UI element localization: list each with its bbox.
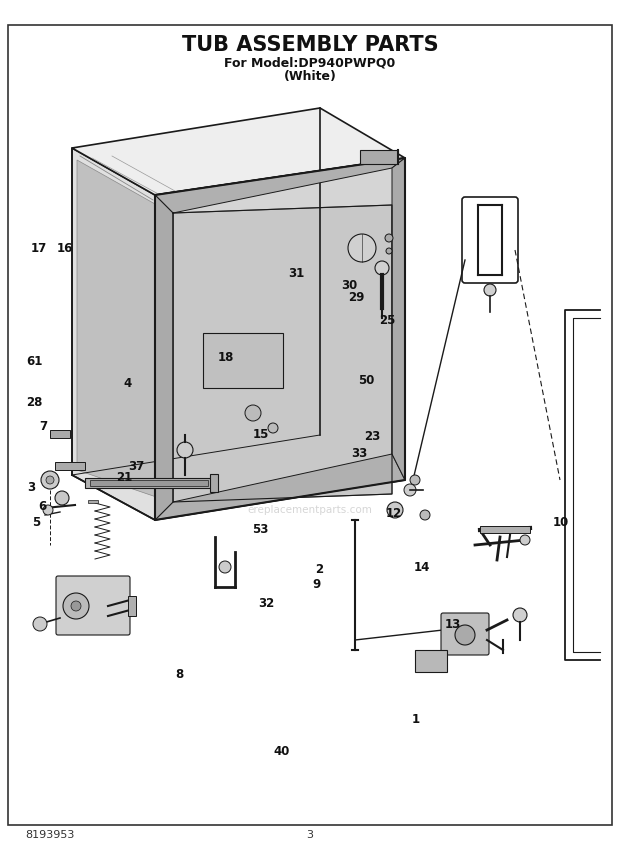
- Text: 40: 40: [274, 745, 290, 758]
- Bar: [203, 333, 283, 388]
- Circle shape: [268, 423, 278, 433]
- Text: 32: 32: [259, 597, 275, 610]
- Text: 4: 4: [123, 377, 131, 390]
- Text: 13: 13: [445, 618, 461, 632]
- Text: 9: 9: [312, 578, 321, 591]
- Polygon shape: [155, 158, 405, 520]
- Bar: [210, 474, 218, 492]
- Text: 15: 15: [252, 428, 268, 442]
- Polygon shape: [72, 148, 155, 520]
- Text: 37: 37: [128, 460, 144, 473]
- Text: 21: 21: [116, 471, 132, 484]
- Bar: [128, 596, 136, 616]
- Circle shape: [387, 502, 403, 518]
- Text: 6: 6: [38, 500, 46, 514]
- Text: 23: 23: [364, 430, 380, 443]
- Circle shape: [404, 484, 416, 496]
- Circle shape: [43, 505, 53, 515]
- Text: 16: 16: [57, 241, 73, 255]
- Polygon shape: [155, 158, 405, 213]
- Text: 50: 50: [358, 374, 374, 388]
- Bar: [88, 500, 98, 503]
- Circle shape: [33, 617, 47, 631]
- Circle shape: [219, 561, 231, 573]
- Circle shape: [63, 593, 89, 619]
- Text: 31: 31: [288, 267, 304, 281]
- Text: 3: 3: [306, 830, 314, 840]
- Text: 2: 2: [315, 562, 324, 576]
- Text: 25: 25: [379, 314, 396, 328]
- Circle shape: [520, 535, 530, 545]
- Polygon shape: [392, 158, 405, 480]
- Text: 1: 1: [411, 712, 420, 726]
- Text: 29: 29: [348, 290, 365, 304]
- Polygon shape: [173, 205, 392, 502]
- FancyBboxPatch shape: [56, 576, 130, 635]
- Bar: [360, 150, 398, 164]
- Circle shape: [386, 248, 392, 254]
- Circle shape: [375, 261, 389, 275]
- Text: For Model:DP940PWPQ0: For Model:DP940PWPQ0: [224, 56, 396, 69]
- Polygon shape: [77, 160, 171, 502]
- Text: 28: 28: [26, 395, 42, 409]
- Text: 8: 8: [175, 668, 184, 681]
- Text: 30: 30: [341, 278, 357, 292]
- Text: 5: 5: [32, 515, 40, 529]
- Text: 17: 17: [30, 241, 46, 255]
- Bar: [85, 478, 215, 488]
- Bar: [55, 462, 85, 470]
- Text: 61: 61: [26, 354, 42, 368]
- Text: (White): (White): [283, 69, 337, 82]
- Circle shape: [420, 510, 430, 520]
- Text: ereplacementparts.com: ereplacementparts.com: [247, 505, 373, 515]
- Text: 18: 18: [218, 351, 234, 365]
- Text: 7: 7: [39, 419, 48, 433]
- Circle shape: [410, 475, 420, 485]
- Text: 8193953: 8193953: [25, 830, 74, 840]
- Text: 14: 14: [414, 561, 430, 574]
- Bar: [415, 650, 447, 672]
- Text: 33: 33: [352, 447, 368, 461]
- Polygon shape: [155, 454, 405, 520]
- Circle shape: [245, 405, 261, 421]
- Circle shape: [513, 608, 527, 622]
- FancyBboxPatch shape: [441, 613, 489, 655]
- Text: 53: 53: [252, 522, 268, 536]
- Circle shape: [41, 471, 59, 489]
- Polygon shape: [72, 108, 405, 195]
- Bar: [480, 526, 530, 533]
- Text: 3: 3: [27, 481, 35, 495]
- Text: 10: 10: [553, 515, 569, 529]
- Polygon shape: [155, 195, 173, 520]
- Bar: [90, 480, 208, 486]
- Circle shape: [177, 442, 193, 458]
- Circle shape: [348, 234, 376, 262]
- Circle shape: [55, 491, 69, 505]
- Circle shape: [484, 284, 496, 296]
- Circle shape: [71, 601, 81, 611]
- Text: TUB ASSEMBLY PARTS: TUB ASSEMBLY PARTS: [182, 35, 438, 55]
- Text: 12: 12: [386, 507, 402, 520]
- Bar: [50, 430, 70, 438]
- Circle shape: [455, 625, 475, 645]
- Circle shape: [46, 476, 54, 484]
- Circle shape: [385, 234, 393, 242]
